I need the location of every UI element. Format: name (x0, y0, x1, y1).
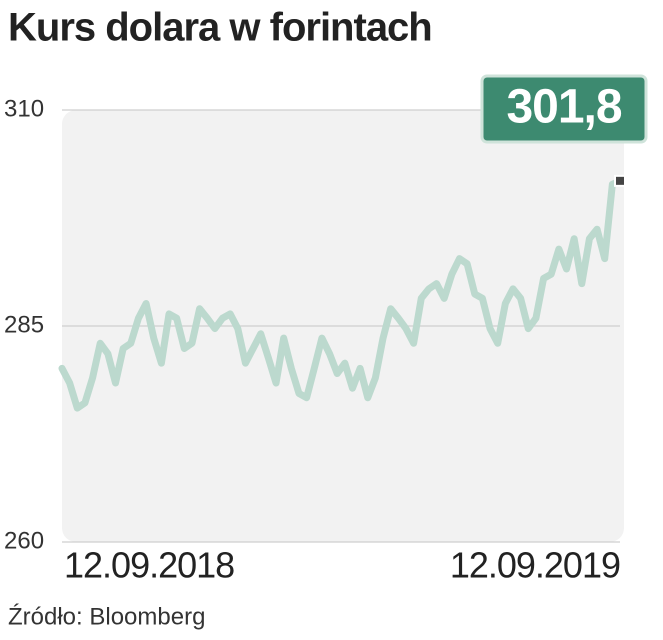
line (58, 177, 624, 412)
y-tick-label: 285 (4, 311, 44, 338)
value-badge (480, 74, 648, 144)
y-tick-label: 260 (4, 527, 44, 554)
value-label: 301,8 (506, 81, 621, 134)
x-tick-label: 12.09.2018 (64, 545, 234, 586)
source: Źródło: Bloomberg (8, 603, 205, 630)
end-marker (614, 174, 626, 187)
chart-title: Kurs dolara w forintach (8, 6, 432, 50)
y-tick-label: 310 (4, 95, 44, 122)
x-tick-label: 12.09.2019 (450, 545, 620, 586)
